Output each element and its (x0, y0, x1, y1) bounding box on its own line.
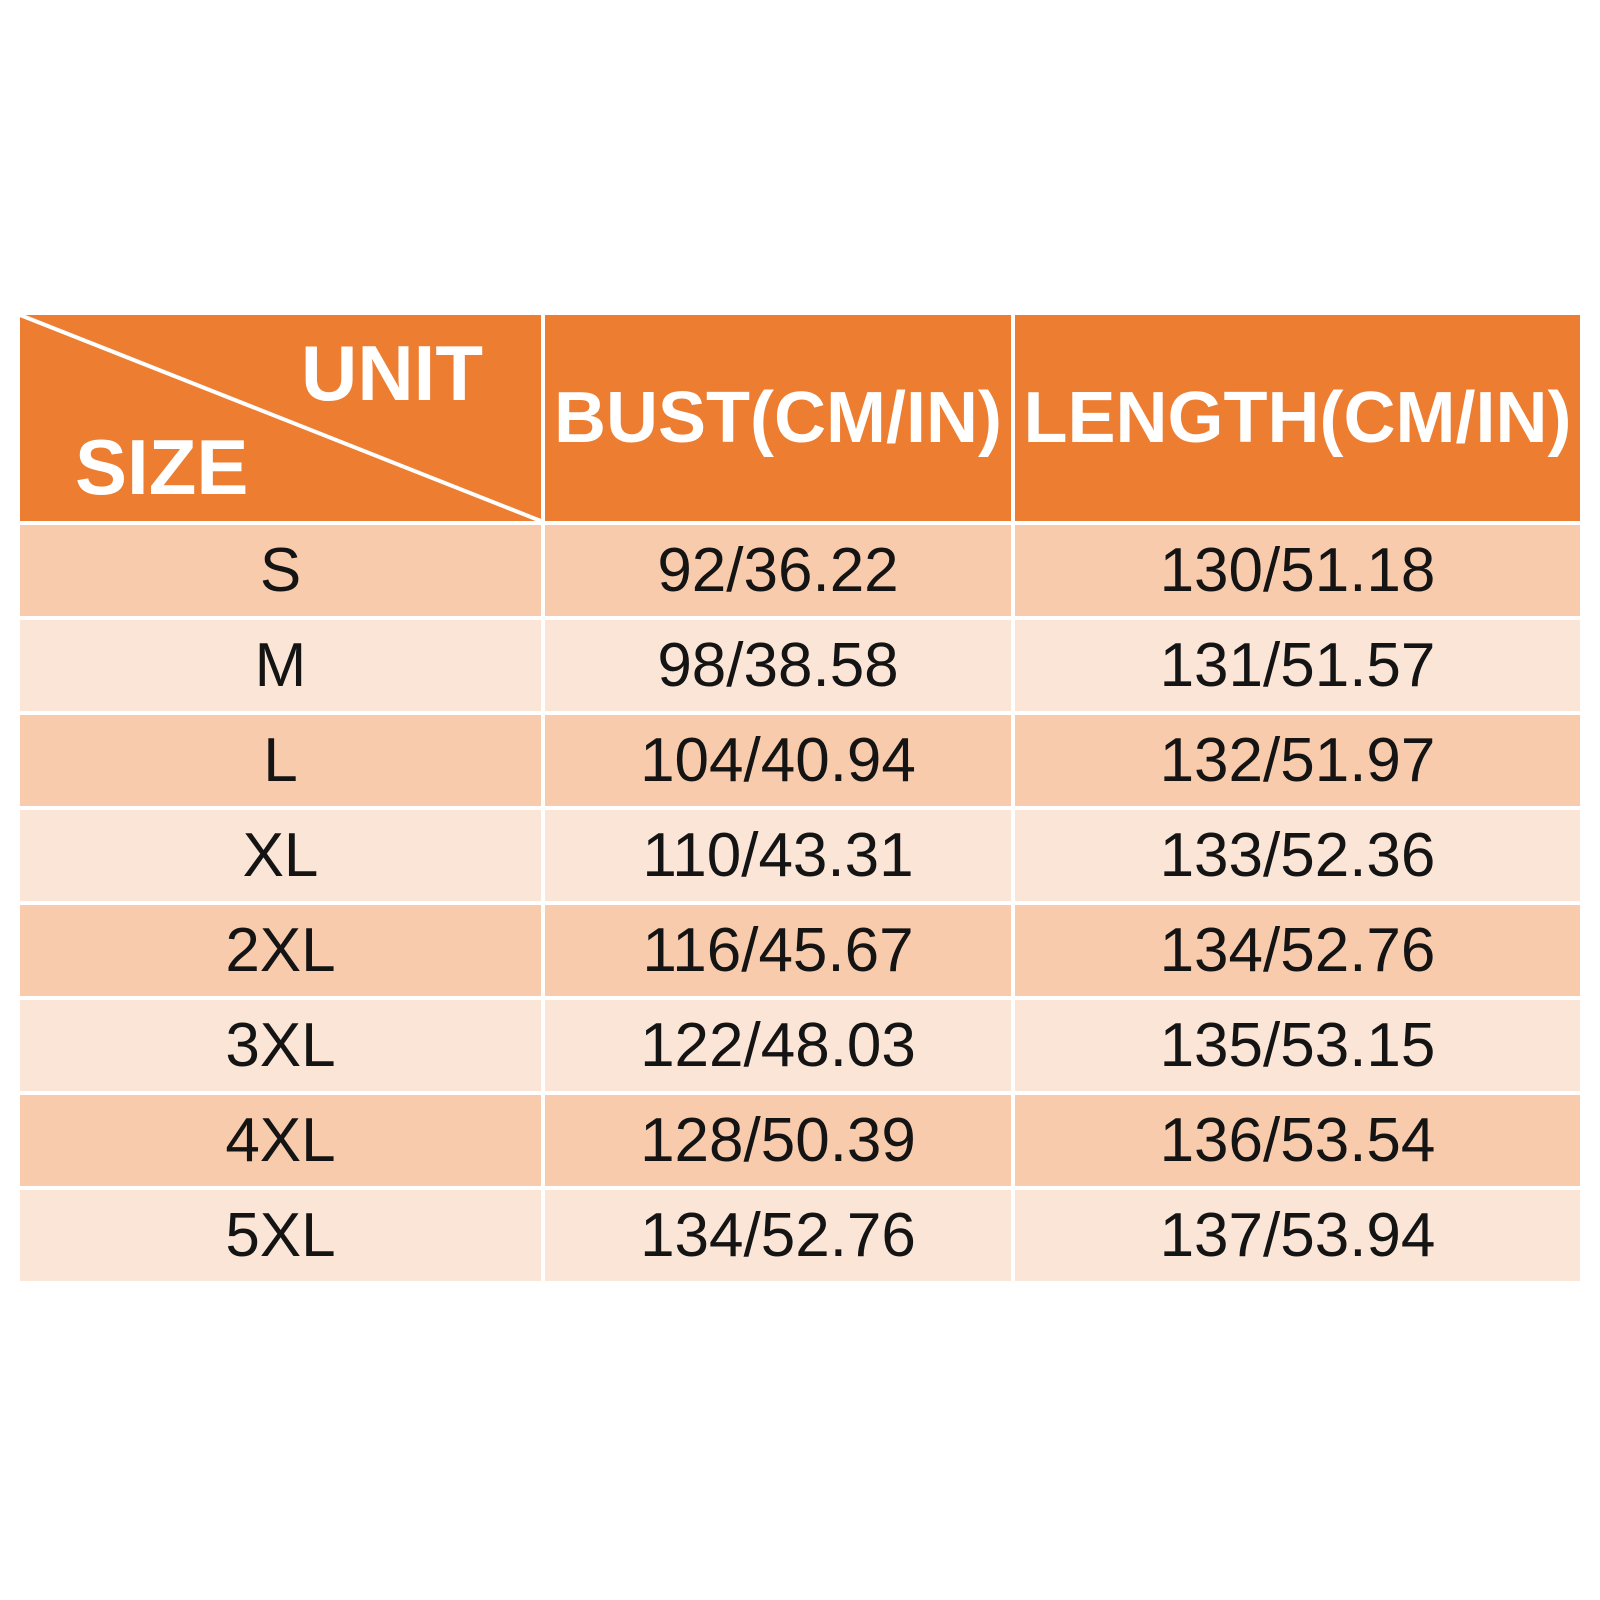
length-cell: 135/53.15 (1015, 1000, 1580, 1091)
size-header-label: SIZE (75, 423, 249, 512)
size-cell: 3XL (20, 1000, 541, 1091)
corner-header-cell: UNIT SIZE (20, 315, 541, 521)
bust-cell: 110/43.31 (545, 810, 1011, 901)
bust-cell: 98/38.58 (545, 620, 1011, 711)
size-chart-table: UNIT SIZE BUST(CM/IN) LENGTH(CM/IN) S 92… (20, 315, 1580, 1281)
bust-column-header: BUST(CM/IN) (545, 315, 1011, 521)
size-cell: S (20, 525, 541, 616)
size-cell: 4XL (20, 1095, 541, 1186)
length-cell: 134/52.76 (1015, 905, 1580, 996)
unit-header-label: UNIT (301, 329, 483, 417)
bust-cell: 92/36.22 (545, 525, 1011, 616)
size-cell: L (20, 715, 541, 806)
length-cell: 131/51.57 (1015, 620, 1580, 711)
size-cell: M (20, 620, 541, 711)
length-cell: 136/53.54 (1015, 1095, 1580, 1186)
length-column-header: LENGTH(CM/IN) (1015, 315, 1580, 521)
bust-cell: 104/40.94 (545, 715, 1011, 806)
length-cell: 130/51.18 (1015, 525, 1580, 616)
size-cell: XL (20, 810, 541, 901)
bust-cell: 134/52.76 (545, 1190, 1011, 1281)
length-cell: 137/53.94 (1015, 1190, 1580, 1281)
bust-cell: 116/45.67 (545, 905, 1011, 996)
size-cell: 5XL (20, 1190, 541, 1281)
diagonal-divider-line (20, 315, 541, 521)
bust-cell: 122/48.03 (545, 1000, 1011, 1091)
length-cell: 132/51.97 (1015, 715, 1580, 806)
bust-cell: 128/50.39 (545, 1095, 1011, 1186)
size-cell: 2XL (20, 905, 541, 996)
length-cell: 133/52.36 (1015, 810, 1580, 901)
